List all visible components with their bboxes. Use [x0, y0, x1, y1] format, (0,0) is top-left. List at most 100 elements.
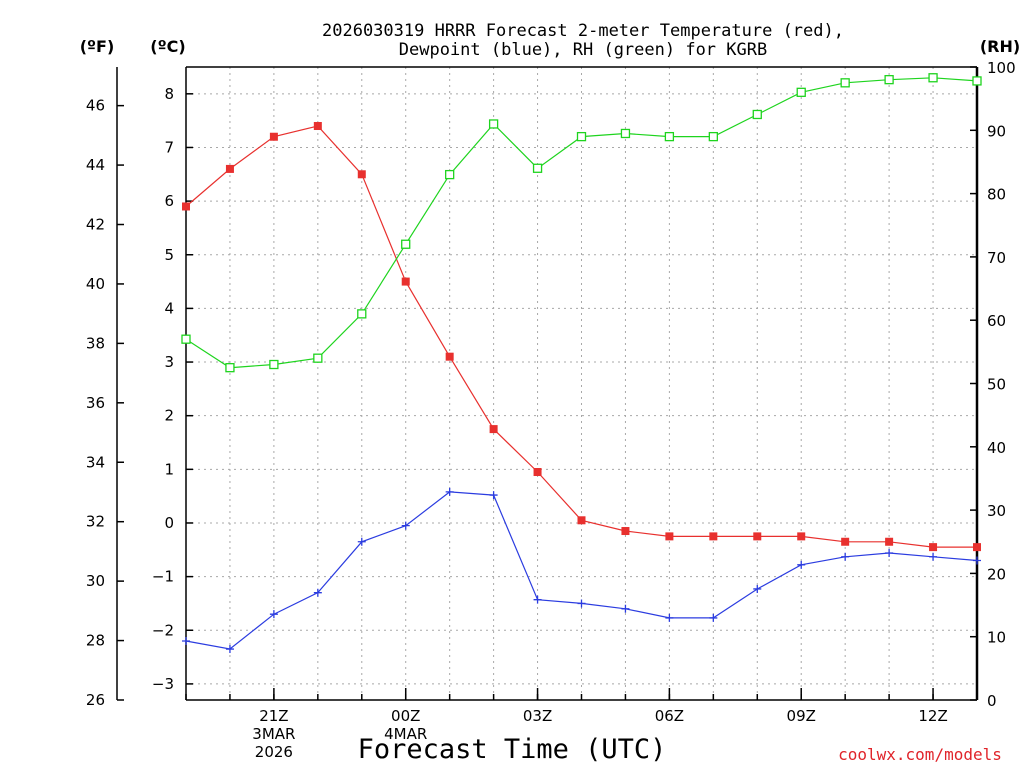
- dewpoint-point: [753, 584, 762, 593]
- celsius-tick-label: −1: [152, 568, 174, 586]
- dewpoint-point: [929, 552, 938, 561]
- rh-point: [708, 131, 718, 142]
- fahrenheit-unit-label: (ºF): [80, 37, 115, 56]
- x-tick-label: 21Z: [259, 707, 288, 725]
- temperature-point: [313, 122, 322, 131]
- celsius-tick-label: 5: [164, 246, 174, 264]
- rh-tick-label: 60: [987, 312, 1006, 330]
- temperature-line: [185, 125, 977, 548]
- rh-unit-label: (RH): [980, 37, 1020, 56]
- temperature-point: [973, 543, 981, 552]
- temperature-point: [577, 516, 586, 525]
- temperature-point: [621, 527, 630, 536]
- dewpoint-point: [401, 521, 410, 530]
- rh-point: [445, 169, 455, 180]
- rh-tick-label: 70: [987, 249, 1006, 267]
- dewpoint-point: [313, 588, 322, 597]
- fahrenheit-tick-label: 42: [86, 216, 105, 234]
- rh-point: [620, 128, 631, 139]
- x-tick-label: 4MAR: [384, 725, 427, 743]
- fahrenheit-tick-label: 26: [86, 691, 105, 709]
- celsius-tick-label: 6: [164, 192, 174, 210]
- fahrenheit-tick-label: 44: [86, 156, 105, 174]
- rh-tick-label: 90: [987, 122, 1006, 140]
- rh-point: [532, 163, 543, 173]
- dewpoint-point: [665, 613, 674, 622]
- fahrenheit-tick-label: 40: [86, 275, 105, 293]
- rh-tick-label: 20: [987, 565, 1006, 583]
- axes: [116, 66, 979, 701]
- temperature-point: [489, 425, 498, 434]
- rh-point: [269, 359, 279, 370]
- dewpoint-point: [973, 556, 981, 565]
- rh-point: [357, 309, 367, 319]
- dewpoint-point: [533, 595, 542, 604]
- celsius-tick-label: −3: [152, 675, 174, 693]
- fahrenheit-tick-label: 36: [86, 394, 105, 412]
- dewpoint-point: [797, 560, 806, 569]
- celsius-tick-label: 8: [164, 85, 174, 103]
- dewpoint-point: [841, 552, 850, 561]
- series-layer: [181, 73, 982, 654]
- rh-tick-label: 50: [987, 376, 1006, 394]
- rh-point: [796, 87, 806, 97]
- rh-point: [840, 78, 850, 88]
- celsius-tick-label: 0: [164, 514, 174, 532]
- fahrenheit-tick-label: 34: [86, 453, 105, 471]
- celsius-tick-label: 4: [164, 299, 174, 317]
- celsius-tick-label: 7: [164, 138, 174, 156]
- dewpoint-point: [709, 613, 718, 622]
- rh-point: [488, 119, 499, 129]
- fahrenheit-tick-label: 30: [86, 572, 105, 590]
- celsius-tick-label: −2: [152, 621, 174, 639]
- celsius-tick-label: 1: [164, 460, 174, 478]
- temperature-point: [445, 352, 454, 361]
- x-tick-label: 09Z: [787, 707, 816, 725]
- dewpoint-point: [577, 599, 586, 608]
- dewpoint-point: [269, 610, 278, 619]
- chart-title-line2: Dewpoint (blue), RH (green) for KGRB: [399, 40, 767, 60]
- temperature-point: [182, 202, 190, 211]
- tick-labels: 2628303234363840424446−3−2−1012345678010…: [86, 59, 1016, 761]
- celsius-tick-label: 3: [164, 353, 174, 371]
- dewpoint-point: [225, 645, 234, 654]
- fahrenheit-tick-label: 28: [86, 632, 105, 650]
- temperature-point: [357, 170, 366, 179]
- x-tick-label: 3MAR: [252, 725, 295, 743]
- rh-tick-label: 30: [987, 502, 1006, 520]
- dewpoint-point: [357, 537, 366, 546]
- rh-point: [752, 109, 762, 120]
- temperature-point: [401, 277, 410, 286]
- x-tick-label: 03Z: [523, 707, 552, 725]
- celsius-unit-label: (ºC): [150, 37, 185, 56]
- temperature-point: [269, 132, 278, 141]
- temperature-point: [929, 543, 938, 552]
- x-tick-label: 12Z: [918, 707, 947, 725]
- dewpoint-point: [489, 491, 498, 500]
- fahrenheit-tick-label: 38: [86, 334, 105, 352]
- temperature-point: [841, 537, 850, 546]
- temperature-point: [753, 532, 762, 541]
- rh-point: [225, 363, 235, 373]
- rh-point: [181, 334, 191, 344]
- rh-point: [401, 239, 411, 249]
- rh-point: [664, 131, 675, 142]
- rh-point: [576, 131, 587, 142]
- rh-tick-label: 40: [987, 439, 1006, 457]
- fahrenheit-tick-label: 32: [86, 513, 105, 531]
- temperature-point: [709, 532, 718, 541]
- dewpoint-point: [621, 604, 630, 613]
- temperature-point: [797, 532, 806, 541]
- temperature-point: [225, 164, 234, 173]
- temperature-point: [885, 537, 894, 546]
- chart-title-line1: 2026030319 HRRR Forecast 2-meter Tempera…: [322, 21, 844, 41]
- x-tick-label: 06Z: [655, 707, 684, 725]
- rh-point: [884, 75, 894, 85]
- celsius-tick-label: 2: [164, 407, 174, 425]
- rh-tick-label: 10: [987, 629, 1006, 647]
- rh-tick-label: 80: [987, 186, 1006, 204]
- x-tick-label: 00Z: [391, 707, 420, 725]
- fahrenheit-tick-label: 46: [86, 97, 105, 115]
- rh-tick-label: 0: [987, 692, 997, 710]
